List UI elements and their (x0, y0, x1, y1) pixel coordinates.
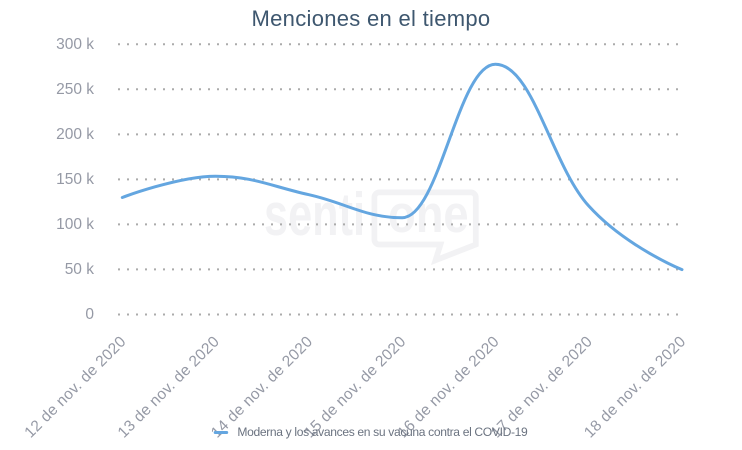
svg-text:150 k: 150 k (56, 171, 94, 188)
svg-text:Menciones en el tiempo: Menciones en el tiempo (252, 6, 491, 31)
svg-text:senti: senti (264, 181, 365, 248)
svg-text:Moderna y los avances en su va: Moderna y los avances en su vacuna contr… (237, 425, 528, 439)
svg-text:300 k: 300 k (56, 36, 94, 53)
svg-text:0: 0 (85, 306, 94, 323)
svg-text:250 k: 250 k (56, 81, 94, 98)
svg-text:200 k: 200 k (56, 126, 94, 143)
svg-text:50 k: 50 k (65, 261, 95, 278)
svg-text:100 k: 100 k (56, 216, 94, 233)
